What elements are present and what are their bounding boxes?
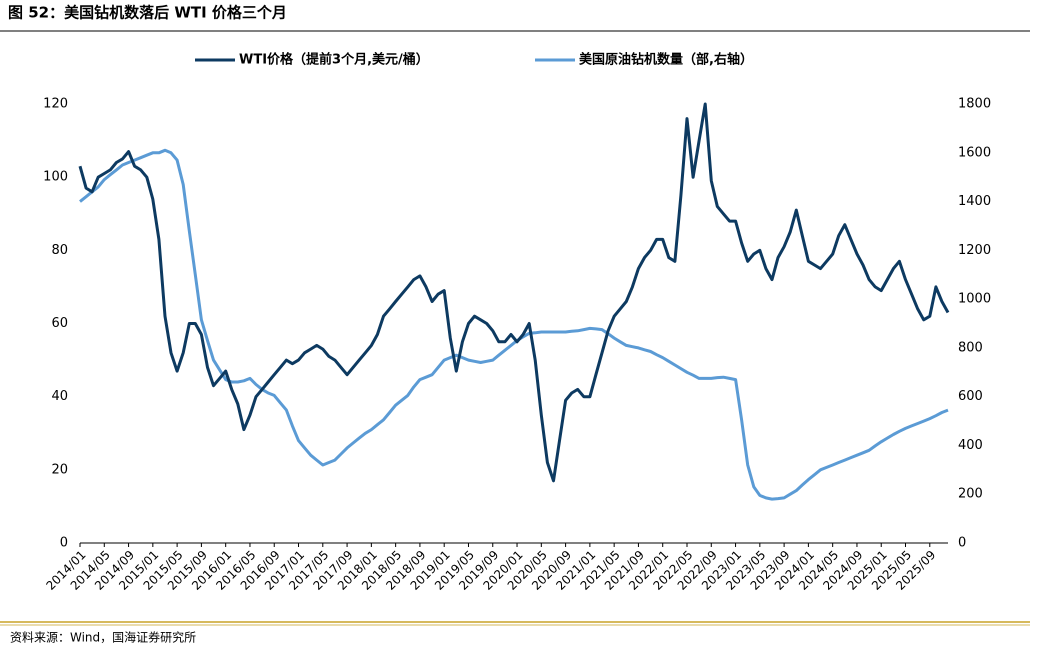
y-tick-label: 60 [51,316,68,331]
y-tick-label: 20 [51,462,68,477]
y2-tick-label: 200 [958,487,983,502]
series-line [79,148,949,501]
series-line [78,102,950,483]
chart-title: 图 52：美国钻机数落后 WTI 价格三个月 [8,4,287,22]
y2-tick-label: 800 [958,340,983,355]
y2-tick-label: 1600 [958,145,991,160]
y2-tick-label: 1200 [958,243,991,258]
y2-tick-label: 600 [958,389,983,404]
y-tick-label: 0 [60,536,68,551]
y2-tick-label: 400 [958,438,983,453]
y-tick-label: 40 [51,389,68,404]
y2-tick-label: 1400 [958,194,991,209]
y2-tick-label: 1800 [958,97,991,112]
y-tick-label: 80 [51,243,68,258]
y-tick-label: 120 [43,97,68,112]
legend-label: 美国原油钻机数量（部,右轴） [579,52,753,68]
y2-tick-label: 0 [958,536,966,551]
legend-label: WTI价格（提前3个月,美元/桶） [239,52,429,68]
y-tick-label: 100 [43,170,68,185]
source-note: 资料来源：Wind，国海证券研究所 [10,630,196,645]
y2-tick-label: 1000 [958,292,991,307]
